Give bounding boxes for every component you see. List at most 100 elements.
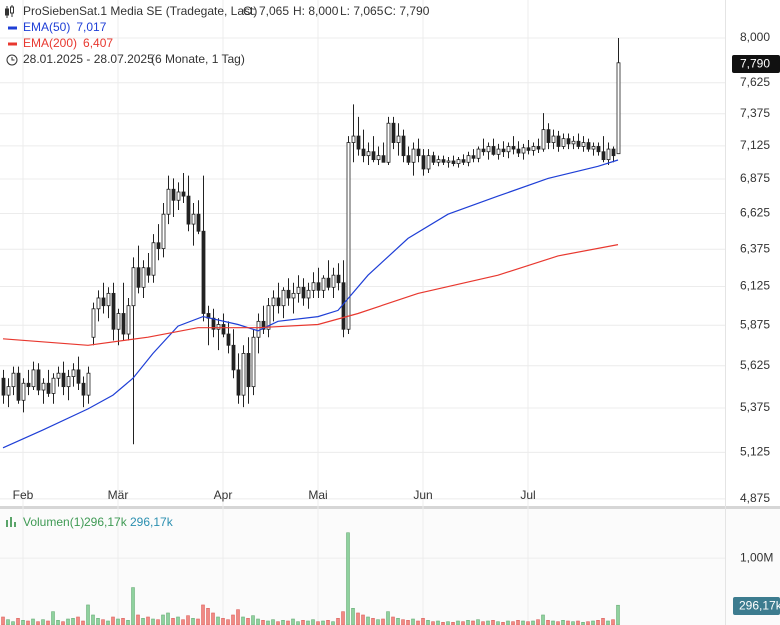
candle-body: [156, 242, 161, 249]
volume-bar: [16, 618, 20, 625]
volume-bar: [221, 618, 225, 625]
volume-bar: [256, 618, 260, 625]
candle-body: [196, 213, 201, 232]
candle-body: [381, 155, 386, 163]
volume-bar: [56, 620, 60, 625]
candle-body: [76, 369, 81, 384]
y-tick-label: 5,125: [740, 445, 770, 459]
candle-body: [301, 286, 306, 299]
volume-bar: [271, 619, 275, 625]
volume-bar: [571, 621, 575, 625]
volume-bar: [91, 614, 95, 625]
candle-body: [566, 138, 571, 145]
ohlc-low: L: 7,065: [340, 4, 384, 18]
candle-body: [241, 353, 246, 396]
volume-bar: [486, 620, 490, 625]
candle-body: [426, 155, 431, 170]
grid: [0, 0, 725, 625]
candle-body: [56, 372, 61, 379]
candle-body: [221, 324, 226, 335]
candle-body: [496, 148, 501, 155]
candle-body: [346, 142, 351, 330]
volume-bar: [326, 620, 330, 625]
volume-bar: [461, 621, 465, 625]
volume-bar: [331, 621, 335, 625]
volume-value-label: 296,17k: [739, 599, 780, 613]
volume-bar: [6, 619, 10, 625]
volume-bar: [476, 619, 480, 625]
volume-bar: [426, 620, 430, 625]
candle-body: [451, 160, 456, 165]
volume-bar: [351, 608, 355, 625]
y-tick-label: 4,875: [740, 491, 770, 505]
candle-body: [416, 148, 421, 157]
volume-bar: [206, 608, 210, 625]
volume-bar: [81, 620, 85, 625]
volume-bar: [261, 620, 265, 625]
volume-bar: [141, 618, 145, 625]
volume-bar: [201, 604, 205, 625]
candle-body: [406, 155, 411, 163]
candle-body: [291, 292, 296, 299]
volume-bar: [26, 620, 30, 625]
candle-body: [186, 195, 191, 225]
y-tick-label: 6,625: [740, 206, 770, 220]
candle-body: [561, 138, 566, 147]
candle-body: [441, 159, 446, 163]
volume-bar: [361, 614, 365, 625]
volume-bar: [231, 614, 235, 625]
volume-bar: [176, 616, 180, 625]
candle-body: [306, 289, 311, 299]
x-tick-label: Jun: [413, 488, 432, 502]
volume-bar: [386, 611, 390, 625]
candle-body: [571, 140, 576, 145]
x-tick-label: Feb: [13, 488, 34, 502]
volume-bar: [356, 612, 360, 625]
volume-bar: [51, 611, 55, 625]
candle-body: [126, 305, 131, 335]
volume-bar: [116, 618, 120, 625]
volume-bar: [211, 612, 215, 625]
x-tick-label: Apr: [214, 488, 233, 502]
volume-bar: [421, 618, 425, 625]
volume-bar: [551, 620, 555, 625]
last-price-box: [732, 55, 780, 73]
candle-body: [586, 142, 591, 150]
volume-bar: [301, 620, 305, 625]
candle-body: [401, 135, 406, 157]
volume-bar: [541, 614, 545, 625]
y-tick-label: 8,000: [740, 30, 770, 44]
candle-body: [411, 148, 416, 163]
candle-body: [251, 336, 256, 388]
candle-body: [446, 160, 451, 163]
clock-icon: [6, 54, 18, 66]
volume-bar: [226, 619, 230, 625]
candle-body: [311, 282, 316, 291]
legend-name: EMA(50): [23, 20, 70, 34]
volume-bar: [336, 618, 340, 625]
candle-body: [491, 146, 496, 155]
candle-body: [51, 377, 56, 394]
candle-body: [41, 382, 46, 391]
candle-body: [461, 159, 466, 163]
candle-body: [386, 122, 391, 163]
volume-bar: [21, 620, 25, 625]
volume-bar: [396, 618, 400, 625]
volume-legend-value-2: 296,17k: [130, 515, 174, 529]
candle-body: [226, 333, 231, 346]
y-tick-label: 1,00M: [740, 550, 773, 564]
labels: ProSiebenSat.1 Media SE (Tradegate, Last…: [5, 4, 780, 615]
candle-body: [86, 372, 91, 396]
volume-bar: [11, 621, 15, 625]
candle-body: [601, 151, 606, 161]
candle-body: [131, 267, 136, 307]
volume-bar: [466, 620, 470, 625]
candle-body: [436, 159, 441, 163]
candle-body: [471, 155, 476, 159]
volume-pane: [0, 509, 780, 625]
candle-body: [166, 188, 171, 215]
volume-bar: [406, 620, 410, 625]
volume-bar: [131, 587, 135, 625]
candle-body: [236, 369, 241, 396]
